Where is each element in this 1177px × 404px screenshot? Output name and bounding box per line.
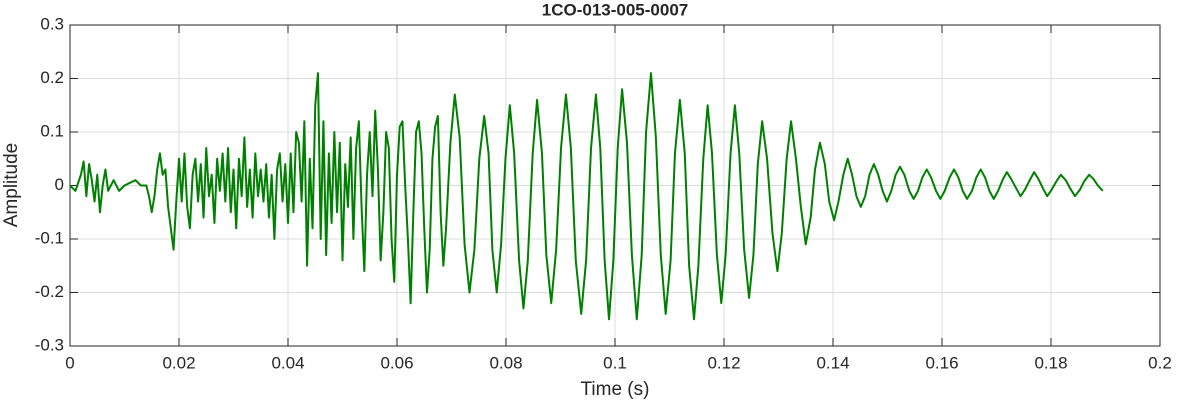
x-axis-label: Time (s) [581,379,650,400]
x-tick-label: 0.08 [489,353,522,372]
x-tick-label: 0.12 [707,353,740,372]
x-tick-label: 0.04 [271,353,304,372]
y-tick-label: 0 [55,175,64,194]
y-tick-label: -0.3 [35,335,64,354]
y-axis-label: Amplitude [1,143,22,228]
x-tick-label: 0.18 [1034,353,1067,372]
x-tick-label: 0.2 [1148,353,1172,372]
y-tick-label: 0.1 [40,121,64,140]
y-tick-label: 0.3 [40,14,64,33]
x-tick-label: 0.06 [380,353,413,372]
signal-line [69,72,1104,321]
x-tick-label: 0 [65,353,74,372]
chart-title: 1CO-013-005-0007 [542,0,688,19]
y-tick-label: -0.2 [35,282,64,301]
x-tick-label: 0.02 [162,353,195,372]
y-tick-label: -0.1 [35,228,64,247]
x-tick-label: 0.16 [925,353,958,372]
y-tick-label: 0.2 [40,68,64,87]
x-tick-label: 0.14 [816,353,849,372]
x-tick-label: 0.1 [603,353,627,372]
